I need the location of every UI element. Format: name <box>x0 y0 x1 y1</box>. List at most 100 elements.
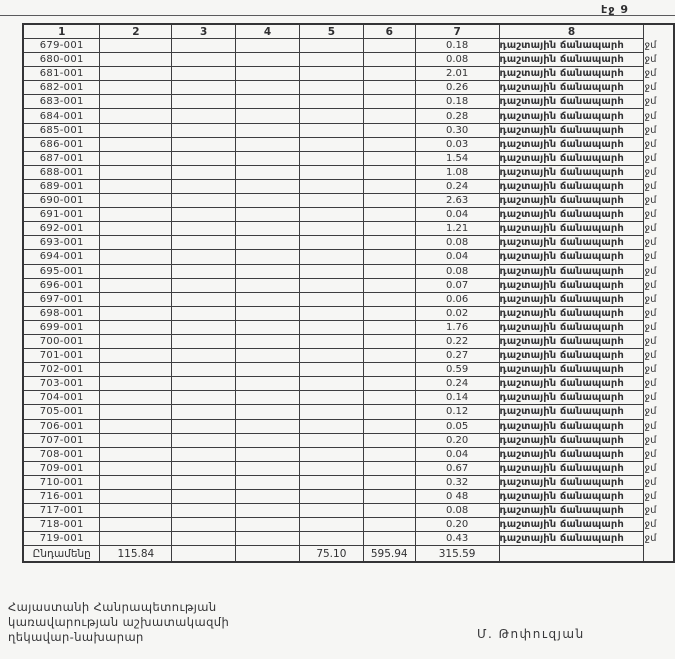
margin-mark: ջմ <box>644 96 657 108</box>
empty-cell-2 <box>99 418 173 434</box>
empty-cell-5 <box>298 52 364 68</box>
empty-cell-4 <box>235 517 300 533</box>
empty-cell-3 <box>171 404 237 420</box>
margin-mark: ջմ <box>644 237 657 249</box>
empty-cell-2 <box>99 333 173 350</box>
empty-cell-6 <box>362 178 416 195</box>
empty-cell-4 <box>235 404 300 420</box>
empty-cell-5 <box>298 136 364 152</box>
empty-cell-3 <box>171 390 237 406</box>
empty-cell-6 <box>362 432 416 448</box>
empty-cell-4 <box>235 488 300 505</box>
total-col3-cell <box>171 545 237 563</box>
row-id-cell: 685-001 <box>22 122 101 138</box>
empty-cell-2 <box>99 390 173 406</box>
empty-cell-4 <box>235 362 300 378</box>
empty-cell-6 <box>362 488 416 505</box>
empty-cell-3 <box>171 517 237 533</box>
table-total-row: Ընդամենը 115.84 75.10 595.94 315.59 <box>22 545 674 563</box>
empty-cell-4 <box>235 178 300 195</box>
empty-cell-6 <box>362 517 416 533</box>
total-margin-cell <box>644 546 674 563</box>
row-name-cell: դաշտային ճանապարհ <box>498 390 645 406</box>
table-row: 688-001 1.08 դաշտային ճանապարհ ջմ <box>22 164 674 180</box>
empty-cell-2 <box>99 319 173 335</box>
empty-cell-4 <box>235 390 300 406</box>
row-value-cell: 2.01 <box>414 66 500 82</box>
empty-cell-2 <box>99 404 173 420</box>
empty-cell-6 <box>362 291 416 307</box>
column-header-2: 2 <box>99 23 173 39</box>
empty-cell-3 <box>171 94 237 110</box>
empty-cell-6 <box>362 37 416 54</box>
row-name-cell: դաշտային ճանապարհ <box>498 376 645 392</box>
row-value-cell: 0.05 <box>414 418 500 434</box>
row-name-cell: դաշտային ճանապարհ <box>498 235 645 251</box>
table-row: 719-001 0.43 դաշտային ճանապարհ ջմ <box>22 531 674 547</box>
row-id-cell: 697-001 <box>22 291 101 307</box>
table-row: 689-001 0.24 դաշտային ճանապարհ ջմ <box>22 178 674 195</box>
row-value-cell: 0.04 <box>414 207 500 223</box>
empty-cell-4 <box>235 207 300 223</box>
empty-cell-3 <box>171 376 237 392</box>
table-row: 685-001 0.30 դաշտային ճանապարհ ջմ <box>22 122 674 138</box>
row-name-cell: դաշտային ճանապարհ <box>498 446 645 462</box>
row-name-cell: դաշտային ճանապարհ <box>498 80 645 96</box>
row-name-cell: դաշտային ճանապարհ <box>498 164 645 180</box>
empty-cell-3 <box>171 207 237 223</box>
empty-cell-2 <box>99 446 173 462</box>
margin-column-header <box>644 24 674 39</box>
margin-mark: ջմ <box>644 166 657 178</box>
empty-cell-6 <box>362 207 416 223</box>
total-col2-cell: 115.84 <box>99 545 173 563</box>
row-id-cell: 696-001 <box>22 277 101 293</box>
row-value-cell: 0.18 <box>414 37 500 54</box>
table-row: 704-001 0.14 դաշտային ճանապարհ ջմ <box>22 390 674 406</box>
empty-cell-3 <box>171 277 237 293</box>
row-value-cell: 0.22 <box>414 333 500 350</box>
empty-cell-4 <box>235 277 300 293</box>
empty-cell-6 <box>362 348 416 364</box>
empty-cell-5 <box>298 66 364 82</box>
row-name-cell: դաշտային ճանապարհ <box>498 404 645 420</box>
empty-cell-5 <box>298 305 364 321</box>
row-name-cell: դաշտային ճանապարհ <box>498 488 645 505</box>
row-name-cell: դաշտային ճանապարհ <box>498 150 645 166</box>
row-name-cell: դաշտային ճանապարհ <box>498 517 645 533</box>
empty-cell-3 <box>171 37 237 54</box>
empty-cell-6 <box>362 305 416 321</box>
empty-cell-3 <box>171 235 237 251</box>
row-value-cell: 0.43 <box>414 531 500 547</box>
empty-cell-2 <box>99 488 173 505</box>
top-horizontal-rule <box>0 15 675 16</box>
empty-cell-2 <box>99 362 173 378</box>
empty-cell-6 <box>362 263 416 279</box>
margin-mark: ջմ <box>644 533 657 545</box>
margin-mark: ջմ <box>644 350 657 362</box>
empty-cell-3 <box>171 531 237 547</box>
empty-cell-3 <box>171 178 237 195</box>
row-id-cell: 680-001 <box>22 52 101 68</box>
empty-cell-2 <box>99 249 173 265</box>
margin-mark: ջմ <box>644 265 657 277</box>
empty-cell-6 <box>362 474 416 491</box>
empty-cell-5 <box>298 474 364 491</box>
empty-cell-4 <box>235 52 300 68</box>
margin-mark: ջմ <box>644 378 657 390</box>
row-value-cell: 0.20 <box>414 517 500 533</box>
table-row: 699-001 1.76 դաշտային ճանապարհ ջմ <box>22 319 674 335</box>
row-id-cell: 718-001 <box>22 517 101 533</box>
row-value-cell: 0.67 <box>414 460 500 476</box>
row-name-cell: դաշտային ճանապարհ <box>498 249 645 265</box>
empty-cell-4 <box>235 503 300 519</box>
row-id-cell: 700-001 <box>22 333 101 350</box>
empty-cell-4 <box>235 108 300 124</box>
row-value-cell: 0.32 <box>414 474 500 491</box>
margin-mark: ջմ <box>644 462 657 474</box>
total-col5-cell: 75.10 <box>298 545 364 563</box>
empty-cell-6 <box>362 66 416 82</box>
row-name-cell: դաշտային ճանապարհ <box>498 291 645 307</box>
empty-cell-5 <box>298 362 364 378</box>
empty-cell-4 <box>235 122 300 138</box>
